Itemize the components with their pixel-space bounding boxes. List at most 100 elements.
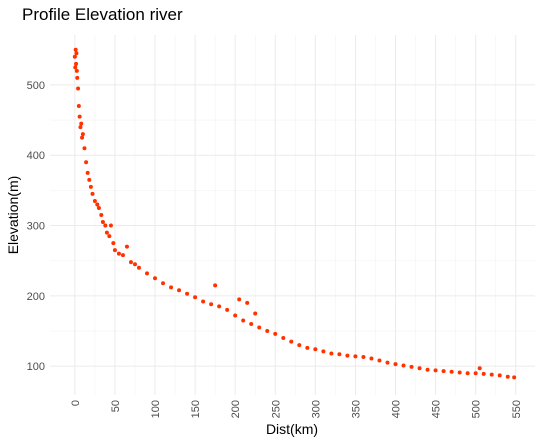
point	[111, 241, 116, 246]
point	[401, 363, 406, 368]
point	[76, 86, 81, 91]
point	[72, 54, 77, 59]
point	[99, 213, 104, 217]
point	[161, 281, 166, 286]
point	[82, 146, 87, 151]
point	[136, 265, 141, 270]
point	[393, 362, 398, 367]
x-tick-label: 300	[310, 400, 322, 418]
point	[124, 244, 129, 249]
point	[313, 347, 318, 352]
point	[385, 360, 390, 365]
point	[78, 125, 83, 130]
point	[289, 339, 294, 344]
point	[209, 302, 214, 307]
point	[74, 51, 79, 56]
point	[77, 114, 82, 119]
point	[213, 283, 218, 288]
point	[90, 191, 95, 196]
y-tick-label: 300	[27, 221, 45, 233]
point	[132, 262, 137, 267]
point	[249, 321, 254, 326]
point	[233, 313, 238, 318]
point	[417, 366, 422, 371]
point	[128, 260, 133, 265]
x-tick-label: 400	[391, 400, 403, 418]
point	[257, 325, 262, 330]
point	[73, 47, 78, 52]
point	[505, 374, 510, 379]
point	[73, 65, 78, 70]
point	[92, 198, 97, 203]
point	[177, 288, 182, 293]
point	[74, 68, 79, 73]
point	[153, 276, 158, 281]
chart-title: Profile Elevation river	[22, 5, 183, 24]
point	[225, 307, 230, 312]
x-tick-label: 350	[350, 400, 362, 418]
point	[245, 300, 250, 305]
point	[465, 371, 470, 376]
point	[74, 61, 79, 66]
point	[477, 366, 482, 371]
point	[305, 345, 310, 350]
point	[112, 248, 117, 253]
point	[100, 220, 105, 225]
point	[96, 205, 101, 210]
point	[425, 367, 430, 372]
point	[377, 358, 382, 363]
point	[512, 375, 517, 380]
x-axis-title: Dist(km)	[266, 421, 318, 437]
point	[85, 170, 90, 175]
point	[489, 372, 494, 377]
y-tick-label: 200	[27, 291, 45, 303]
point	[497, 373, 502, 378]
point	[345, 353, 350, 358]
point	[265, 329, 270, 334]
point	[329, 351, 334, 356]
point	[80, 135, 85, 140]
point	[253, 311, 258, 316]
point	[103, 223, 108, 228]
point	[281, 336, 286, 341]
point	[273, 331, 278, 336]
y-axis-title: Elevation(m)	[5, 176, 21, 255]
x-tick-label: 550	[511, 400, 523, 418]
point	[433, 368, 438, 373]
y-tick-label: 400	[27, 150, 45, 162]
point	[449, 369, 454, 374]
point	[108, 223, 113, 228]
point	[457, 370, 462, 375]
y-tick-label: 100	[27, 361, 45, 373]
point	[107, 234, 112, 239]
x-tick-label: 250	[270, 400, 282, 418]
point	[120, 253, 125, 258]
point	[87, 177, 92, 182]
point	[441, 369, 446, 374]
point	[297, 343, 302, 348]
point	[79, 121, 84, 126]
point	[145, 271, 149, 276]
point	[185, 291, 190, 296]
point	[84, 160, 89, 165]
x-tick-label: 0	[70, 400, 82, 406]
x-tick-label: 150	[190, 400, 202, 418]
point	[104, 230, 109, 235]
x-tick-label: 100	[150, 400, 162, 418]
point	[369, 356, 374, 361]
x-tick-label: 50	[110, 400, 122, 412]
y-tick-label: 500	[27, 80, 45, 92]
point	[88, 184, 93, 189]
point	[95, 202, 100, 207]
point	[481, 371, 486, 376]
x-tick-label: 500	[471, 400, 483, 418]
point	[321, 349, 326, 354]
point	[237, 297, 242, 302]
point	[353, 354, 358, 359]
point	[361, 355, 366, 360]
point	[193, 295, 198, 300]
point	[473, 371, 478, 376]
point	[337, 352, 342, 357]
point	[80, 132, 85, 137]
